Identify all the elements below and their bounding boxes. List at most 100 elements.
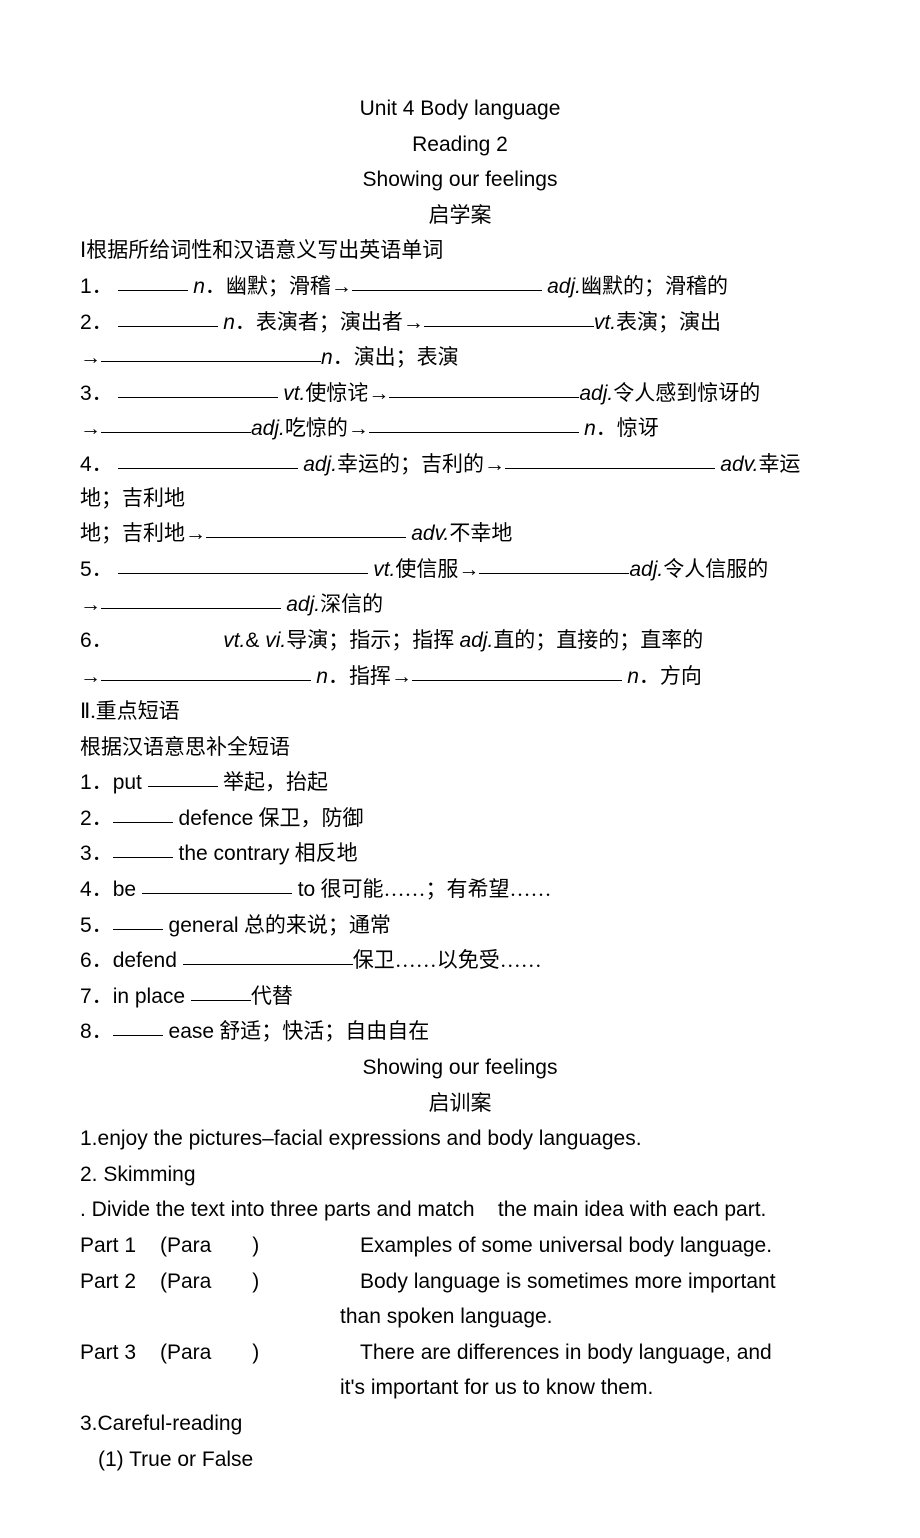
blank[interactable] [183,943,353,965]
blank[interactable] [424,305,594,327]
blank[interactable] [505,447,715,469]
dot: ． [596,416,617,440]
blank[interactable] [101,340,321,362]
s1-item-3a: 3． vt.使惊诧→adj.令人感到惊讶的 [80,377,840,411]
blank[interactable] [118,447,298,469]
blank[interactable] [206,516,406,538]
para-blank[interactable]: (Para ) [160,1336,320,1370]
title-line-2: Reading 2 [80,128,840,162]
blank[interactable] [118,552,368,574]
s3-q3-sub: (1) True or False [80,1443,840,1477]
pos: vt. [373,558,395,581]
dot: ． [333,345,354,369]
blank[interactable] [101,659,311,681]
s1-item-1: 1． n．幽默；滑稽→ adj.幽默的；滑稽的 [80,270,840,304]
arrow: → [484,453,505,476]
part-row: Part 3(Para )There are differences in bo… [80,1336,840,1370]
arrow: → [391,665,412,688]
spacer [80,1300,160,1334]
amp: & [245,629,265,652]
num: 1． [80,771,113,794]
pos: adj. [579,382,613,405]
pos: adj. [547,275,581,298]
blank[interactable] [142,872,292,894]
pos: vt. [223,629,245,652]
num: 7． [80,985,113,1008]
blank[interactable] [369,411,579,433]
arrow: → [80,346,101,369]
s2-item: 2． defence 保卫，防御 [80,802,840,836]
cn: 不幸地 [449,521,512,545]
blank[interactable] [113,801,173,823]
cn: 令人感到惊讶的 [613,381,760,405]
s3-q3: 3.Careful-reading [80,1407,840,1441]
blank[interactable] [118,305,218,327]
para-blank[interactable]: (Para ) [160,1229,320,1263]
s3-q2: 2. Skimming [80,1158,840,1192]
blank[interactable] [118,269,188,291]
spacer [160,1371,320,1405]
cn: 深信的 [320,592,383,616]
cn: 吃惊的 [285,416,348,440]
s2-item: 5． general 总的来说；通常 [80,909,840,943]
num: 2． [80,807,113,830]
dot: ． [205,274,226,298]
post-text: 总的来说；通常 [239,913,391,937]
arrow: → [331,275,352,298]
s2-rest: 重点短语 [96,699,180,723]
arrow: → [348,417,369,440]
blank[interactable] [113,836,173,858]
pos: adv. [720,453,758,476]
section2-subtitle: 根据汉语意思补全短语 [80,731,840,765]
mid-title-1: Showing our feelings [80,1051,840,1085]
arrow: → [185,522,206,545]
blank[interactable] [412,659,622,681]
part-label: Part 3 [80,1336,160,1370]
s1-item-6a: 6． vt.& vi.导演；指示；指挥 adj.直的；直接的；直率的 [80,624,840,658]
blank[interactable] [191,979,251,1001]
s2-item: 6．defend 保卫……以免受…… [80,944,840,978]
s3-parts-table: Part 1(Para )Examples of some universal … [80,1229,840,1405]
cn-prefix: 地；吉利地 [80,521,185,545]
blank[interactable] [389,376,579,398]
arrow: → [368,382,389,405]
dot: ． [328,664,349,688]
num: 3． [80,382,113,405]
cn: 指挥 [349,664,391,688]
section1-title-rest: 根据所给词性和汉语意义写出英语单词 [86,238,443,262]
pos: vt. [283,382,305,405]
pos: adv. [411,522,449,545]
cn: 表演；演出 [616,310,721,334]
post-text: 相反地 [289,841,357,865]
cn: 使信服 [395,557,458,581]
blank[interactable] [118,376,278,398]
cn: 方向 [660,664,702,688]
blank[interactable] [113,1014,163,1036]
blank[interactable] [148,765,218,787]
blank[interactable] [101,587,281,609]
s1-item-2a: 2． n．表演者；演出者→vt.表演；演出 [80,306,840,340]
spacer [160,1300,320,1334]
cn: 幽默；滑稽 [226,274,331,298]
post-text: 保卫，防御 [253,806,363,830]
blank[interactable] [352,269,542,291]
num: 2． [80,311,113,334]
blank[interactable] [113,908,163,930]
mid-text: the contrary [173,842,290,865]
para-blank[interactable]: (Para ) [160,1265,320,1299]
blank[interactable] [101,411,251,433]
num: 4． [80,878,113,901]
num: 5． [80,558,113,581]
s1-item-5a: 5． vt.使信服→adj.令人信服的 [80,553,840,587]
arrow: → [403,311,424,334]
cn: 幸运的；吉利的 [337,452,484,476]
cn: 导演；指示；指挥 [286,628,459,652]
num: 3． [80,842,113,865]
s3-q2-sub: . Divide the text into three parts and m… [80,1193,840,1227]
num: 5． [80,914,113,937]
post-text: 舒适；快活；自由自在 [214,1019,429,1043]
pos: n [316,665,328,688]
blank[interactable] [479,552,629,574]
arrow: → [458,558,479,581]
mid-text: defence [173,807,254,830]
